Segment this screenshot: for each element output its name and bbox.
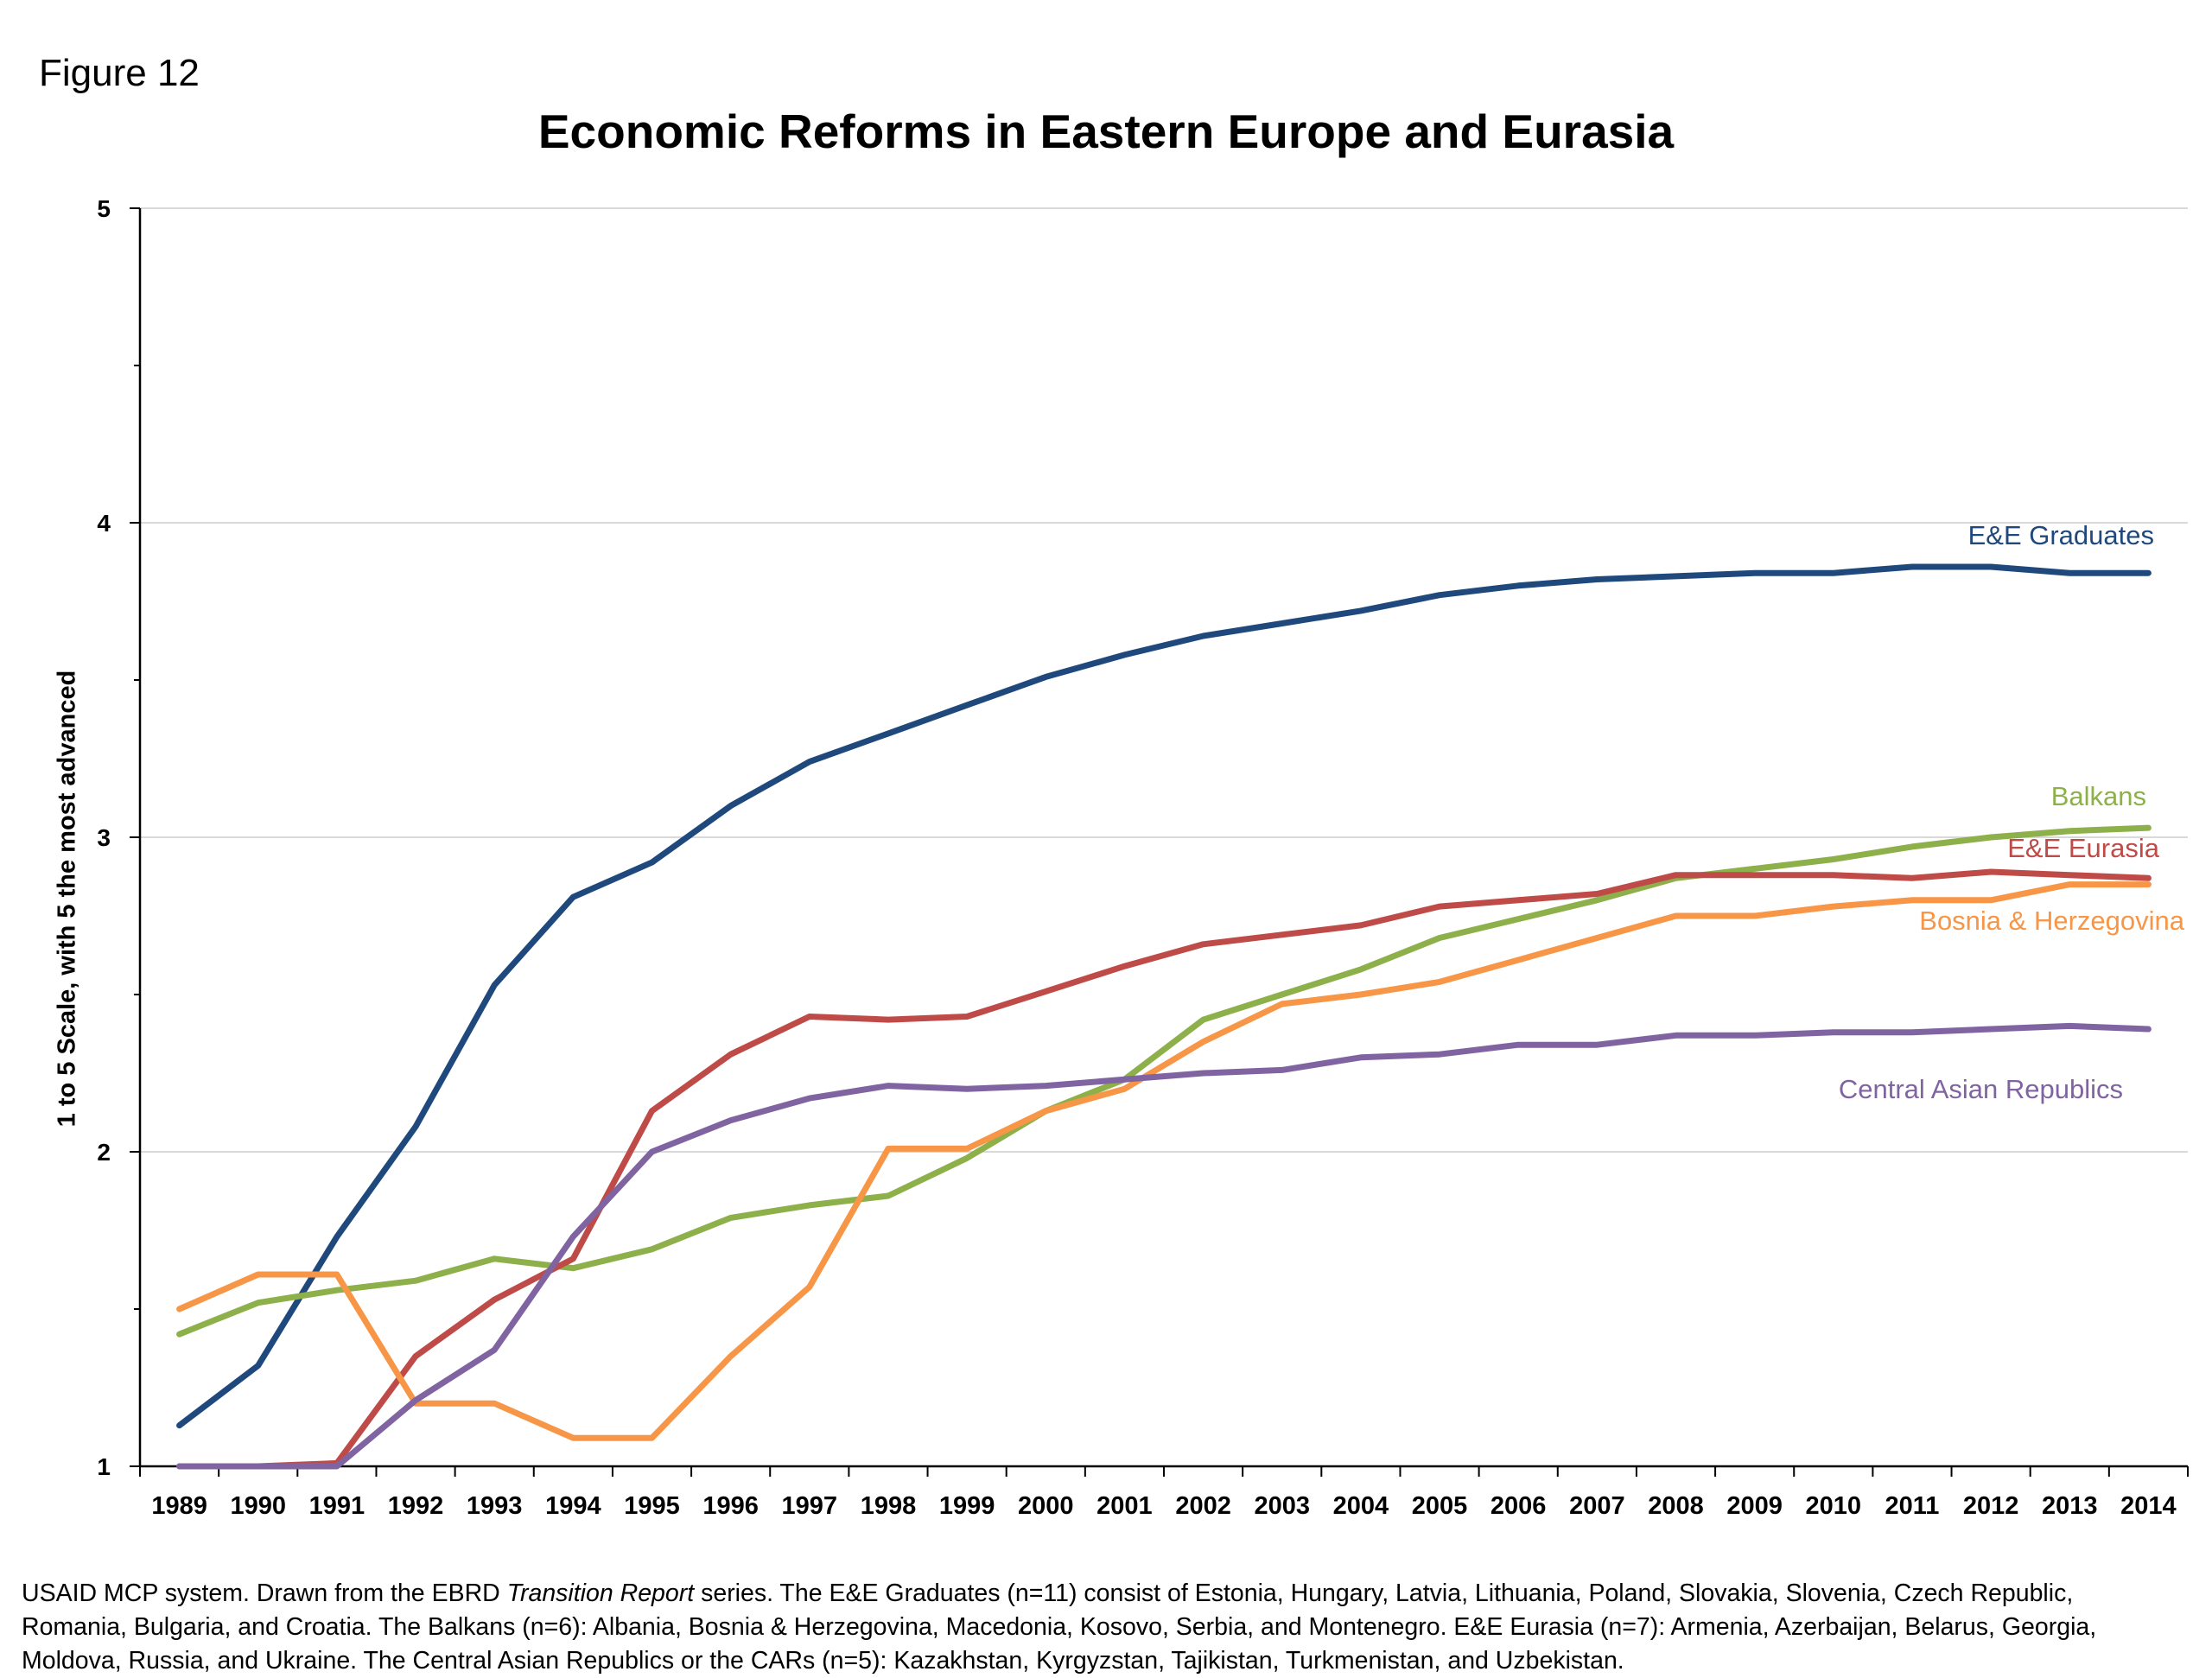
y-tick-label: 3 — [97, 824, 111, 851]
x-tick-label: 1992 — [388, 1492, 444, 1520]
x-tick-label: 1996 — [702, 1492, 759, 1520]
series-label: E&E Graduates — [1968, 520, 2154, 550]
series-line — [176, 1022, 2152, 1470]
x-tick-label: 2004 — [1333, 1492, 1389, 1520]
x-tick-label: 2011 — [1885, 1492, 1940, 1520]
x-tick-label: 1989 — [151, 1492, 207, 1520]
y-axis-label: 1 to 5 Scale, with 5 the most advanced — [53, 670, 81, 1128]
y-tick-label: 2 — [97, 1139, 111, 1166]
series-line — [176, 563, 2152, 1429]
x-tick-label: 2014 — [2120, 1492, 2177, 1520]
series-label: Central Asian Republics — [1839, 1074, 2123, 1104]
x-tick-label: 1997 — [782, 1492, 838, 1520]
note-report-title: Transition Report — [506, 1579, 695, 1607]
note-line-1-start: USAID MCP system. Drawn from the EBRD — [22, 1579, 507, 1607]
x-tick-label: 1998 — [861, 1492, 917, 1520]
x-tick-label: 1993 — [467, 1492, 523, 1520]
series-label: E&E Eurasia — [2007, 833, 2160, 863]
figure-label: Figure 12 — [39, 52, 200, 94]
series-line — [176, 824, 2152, 1338]
note-line-2: Romania, Bulgaria, and Croatia. The Balk… — [22, 1613, 2097, 1641]
x-tick-labels: 1989 1990 1991 1992 1993 1994 1995 1996 1997 1998… — [151, 1492, 2176, 1520]
axes — [130, 207, 2189, 1477]
x-tick-label: 2006 — [1491, 1492, 1547, 1520]
x-tick-label: 1991 — [309, 1492, 365, 1520]
series-line — [176, 881, 2152, 1441]
note-line-1-end: series. The E&E Graduates (n=11) consist… — [694, 1579, 2074, 1607]
x-tick-label: 2010 — [1806, 1492, 1862, 1520]
x-tick-label: 2000 — [1018, 1492, 1074, 1520]
x-tick-label: 2002 — [1175, 1492, 1231, 1520]
x-tick-label: 1995 — [624, 1492, 680, 1520]
x-tick-label: 2001 — [1096, 1492, 1153, 1520]
x-tick-label: 2007 — [1569, 1492, 1625, 1520]
note-line-3: Moldova, Russia, and Ukraine. The Centra… — [22, 1647, 1624, 1675]
series-label: Balkans — [2051, 781, 2146, 811]
gridlines — [140, 207, 2188, 1153]
y-tick-label: 1 — [97, 1453, 111, 1480]
y-tick-label: 5 — [97, 195, 111, 222]
x-tick-label: 1990 — [230, 1492, 286, 1520]
x-tick-label: 2009 — [1726, 1492, 1783, 1520]
note-line-1: USAID MCP system. Drawn from the EBRD Tr… — [22, 1577, 2199, 1611]
x-tick-label: 2013 — [2042, 1492, 2098, 1520]
x-tick-label: 2012 — [1963, 1492, 2019, 1520]
chart-title: Economic Reforms in Eastern Europe and E… — [537, 105, 1675, 158]
series-line — [176, 868, 2152, 1470]
series-label: Bosnia & Herzegovina — [1919, 906, 2184, 936]
series-labels: E&E Graduates Balkans E&E Eurasia Bosnia & … — [1839, 520, 2185, 1104]
x-tick-label: 2005 — [1412, 1492, 1468, 1520]
y-tick-labels: 1 2 3 4 5 — [97, 195, 111, 1480]
series-lines — [176, 563, 2152, 1470]
source-note: USAID MCP system. Drawn from the EBRD Tr… — [22, 1577, 2199, 1678]
x-tick-label: 2008 — [1648, 1492, 1704, 1520]
x-tick-label: 1999 — [939, 1492, 995, 1520]
x-tick-label: 1994 — [545, 1492, 601, 1520]
y-tick-label: 4 — [97, 510, 111, 537]
x-tick-label: 2003 — [1254, 1492, 1310, 1520]
